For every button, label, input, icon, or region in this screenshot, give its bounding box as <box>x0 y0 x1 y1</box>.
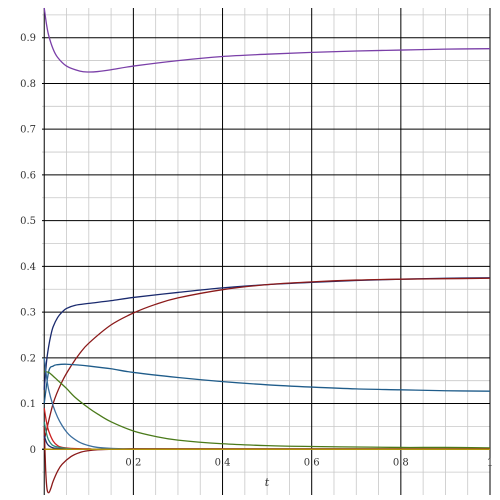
y-tick-label: 0.2 <box>20 353 36 364</box>
minor-gridlines <box>42 8 490 495</box>
major-gridlines <box>42 8 491 495</box>
series-line-3 <box>43 277 491 441</box>
x-tick-label: 0.8 <box>393 457 409 468</box>
y-tick-label: 0 <box>30 445 36 456</box>
y-tick-label: 0.6 <box>20 170 36 181</box>
tick-labels: 0 0.1 0.2 0.3 0.4 0.5 0.6 0.7 0.8 0.9 0.2 0.4 0.6 0.8… <box>20 33 493 468</box>
x-tick-label: 0.4 <box>215 457 231 468</box>
y-tick-label: 0.8 <box>20 79 36 90</box>
series-line-5 <box>44 370 491 449</box>
y-tick-label: 0.9 <box>20 33 36 44</box>
y-tick-label: 0.7 <box>20 125 36 136</box>
x-tick-label: 0.6 <box>304 457 320 468</box>
series-line-4 <box>43 363 491 404</box>
y-tick-label: 0.5 <box>20 216 36 227</box>
y-tick-label: 0.4 <box>20 262 36 273</box>
series-line-1 <box>43 7 491 73</box>
x-axis-title: t <box>265 476 270 489</box>
x-tick-label: 1 <box>487 457 493 468</box>
x-tick-label: 0.2 <box>125 457 141 468</box>
y-tick-label: 0.3 <box>20 308 36 319</box>
series-lines <box>43 7 491 494</box>
y-tick-label: 0.1 <box>20 399 36 410</box>
